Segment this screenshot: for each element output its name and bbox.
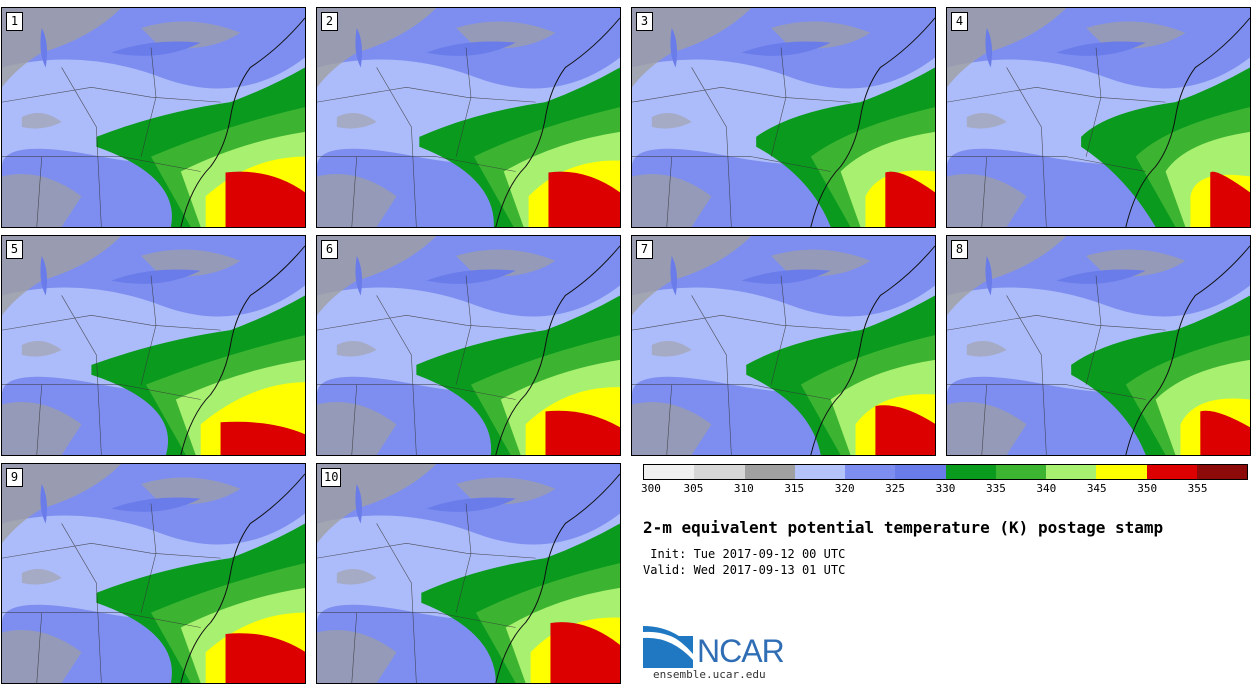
colorbar-swatch: [845, 465, 896, 479]
map-panel-3: 3: [631, 7, 936, 228]
map-panel-7: 7: [631, 235, 936, 456]
colorbar-swatch: [694, 465, 745, 479]
panel-label: 6: [321, 240, 338, 259]
map-panel-6: 6: [316, 235, 621, 456]
map-panel-5: 5: [1, 235, 306, 456]
colorbar-swatch: [1196, 465, 1247, 479]
colorbar-tick-label: 325: [885, 482, 906, 495]
panel-label: 9: [6, 468, 23, 487]
ncar-logo-icon: [643, 626, 693, 668]
colorbar-tick-label: 320: [834, 482, 855, 495]
panel-label: 5: [6, 240, 23, 259]
map-panel-9: 9: [1, 463, 306, 684]
figure-title: 2-m equivalent potential temperature (K)…: [643, 518, 1164, 537]
init-time: Init: Tue 2017-09-12 00 UTC: [643, 547, 846, 561]
colorbar-tick-label: 335: [985, 482, 1006, 495]
colorbar-tick-label: 345: [1086, 482, 1107, 495]
map-panel-2: 2: [316, 7, 621, 228]
colorbar-tick-label: 330: [935, 482, 956, 495]
colorbar-swatch: [794, 465, 845, 479]
colorbar-tick-label: 310: [733, 482, 754, 495]
colorbar-swatch: [644, 465, 695, 479]
colorbar-tick-label: 305: [683, 482, 704, 495]
panel-label: 3: [636, 12, 653, 31]
map-panel-1: 1: [1, 7, 306, 228]
valid-time: Valid: Wed 2017-09-13 01 UTC: [643, 563, 846, 577]
colorbar-swatch: [1096, 465, 1147, 479]
panel-label: 10: [321, 468, 342, 487]
colorbar-swatch: [1046, 465, 1097, 479]
map-panel-4: 4: [946, 7, 1251, 228]
colorbar-swatch: [744, 465, 795, 479]
colorbar-tick-label: 340: [1036, 482, 1057, 495]
colorbar-swatch: [895, 465, 946, 479]
colorbar-tick-label: 355: [1187, 482, 1208, 495]
colorbar-tick-label: 315: [784, 482, 805, 495]
ncar-logo-text: NCAR: [697, 633, 785, 669]
logo-url: ensemble.ucar.edu: [653, 668, 766, 681]
colorbar: [643, 464, 1248, 480]
panel-label: 2: [321, 12, 338, 31]
panel-label: 1: [6, 12, 23, 31]
map-panel-10: 10: [316, 463, 621, 684]
panel-label: 4: [951, 12, 968, 31]
map-panel-8: 8: [946, 235, 1251, 456]
colorbar-ticks: 300 305 310 315 320 325 330 335 340 345 350 355: [641, 482, 1248, 496]
colorbar-tick-label: 300: [641, 482, 661, 495]
colorbar-swatch: [995, 465, 1046, 479]
colorbar-swatch: [945, 465, 996, 479]
panel-label: 8: [951, 240, 968, 259]
panel-label: 7: [636, 240, 653, 259]
colorbar-tick-label: 350: [1137, 482, 1158, 495]
colorbar-swatch: [1146, 465, 1197, 479]
